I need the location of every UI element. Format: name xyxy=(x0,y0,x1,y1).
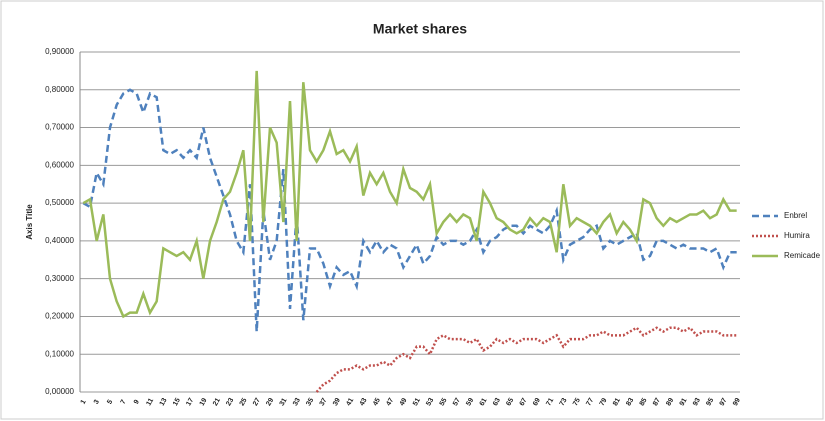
x-tick-label: 37 xyxy=(319,397,329,407)
series-line xyxy=(315,326,737,393)
x-tick-label: 21 xyxy=(212,397,222,407)
y-tick-label: 0,30000 xyxy=(45,274,74,283)
y-tick-label: 0,20000 xyxy=(45,312,74,321)
x-tick-label: 11 xyxy=(145,397,155,407)
x-tick-label: 39 xyxy=(332,397,342,407)
x-tick-label: 29 xyxy=(265,397,275,407)
legend-label: Enbrel xyxy=(784,211,807,220)
x-tick-label: 85 xyxy=(639,397,649,407)
y-tick-label: 0,10000 xyxy=(45,349,74,358)
y-tick-label: 0,00000 xyxy=(45,387,74,396)
x-tick-label: 65 xyxy=(505,397,515,407)
x-tick-label: 45 xyxy=(372,397,382,407)
x-tick-label: 81 xyxy=(612,397,622,407)
x-tick-label: 35 xyxy=(305,397,315,407)
x-tick-label: 83 xyxy=(625,397,635,407)
x-tick-label: 13 xyxy=(159,397,169,407)
x-tick-label: 71 xyxy=(545,397,555,407)
x-tick-label: 31 xyxy=(279,397,289,407)
legend-label: Humira xyxy=(784,231,810,240)
y-tick-label: 0,50000 xyxy=(45,198,74,207)
series-line xyxy=(82,88,737,332)
x-tick-label: 19 xyxy=(199,397,209,407)
x-tick-label: 43 xyxy=(359,397,369,407)
x-tick-label: 97 xyxy=(719,397,729,407)
y-axis-title: Axis Title xyxy=(25,204,34,240)
x-tick-label: 87 xyxy=(652,397,662,407)
x-tick-label: 9 xyxy=(133,399,141,406)
legend-label: Remicade xyxy=(784,251,821,260)
x-tick-label: 67 xyxy=(519,397,529,407)
x-tick-label: 25 xyxy=(239,397,249,407)
x-tick-label: 51 xyxy=(412,397,422,407)
x-tick-label: 73 xyxy=(559,397,569,407)
x-tick-label: 61 xyxy=(479,397,489,407)
x-tick-label: 93 xyxy=(692,397,702,407)
y-tick-label: 0,90000 xyxy=(45,47,74,56)
x-tick-label: 55 xyxy=(439,397,449,407)
x-tick-label: 33 xyxy=(292,397,302,407)
chart-title: Market shares xyxy=(373,21,467,37)
x-tick-label: 69 xyxy=(532,397,542,407)
x-tick-label: 3 xyxy=(93,399,101,406)
x-tick-label: 75 xyxy=(572,397,582,407)
x-tick-label: 7 xyxy=(120,399,128,406)
x-tick-label: 63 xyxy=(492,397,502,407)
x-tick-label: 77 xyxy=(585,397,595,407)
x-tick-label: 23 xyxy=(225,397,235,407)
x-tick-label: 95 xyxy=(705,397,715,407)
x-tick-label: 79 xyxy=(599,397,609,407)
x-tick-label: 17 xyxy=(185,397,195,407)
x-tick-label: 49 xyxy=(399,397,409,407)
x-tick-label: 1 xyxy=(80,399,88,406)
x-tick-label: 91 xyxy=(679,397,689,407)
x-tick-label: 27 xyxy=(252,397,262,407)
x-tick-label: 57 xyxy=(452,397,462,407)
x-tick-label: 89 xyxy=(665,397,675,407)
y-tick-label: 0,70000 xyxy=(45,123,74,132)
y-tick-label: 0,40000 xyxy=(45,236,74,245)
x-tick-label: 53 xyxy=(425,397,435,407)
x-tick-label: 99 xyxy=(732,397,742,407)
x-tick-label: 41 xyxy=(345,397,355,407)
y-tick-label: 0,80000 xyxy=(45,85,74,94)
series-line xyxy=(82,70,737,319)
x-tick-label: 47 xyxy=(385,397,395,407)
x-tick-label: 5 xyxy=(106,399,114,406)
x-tick-label: 15 xyxy=(172,397,182,407)
x-tick-label: 59 xyxy=(465,397,475,407)
y-tick-label: 0,60000 xyxy=(45,160,74,169)
